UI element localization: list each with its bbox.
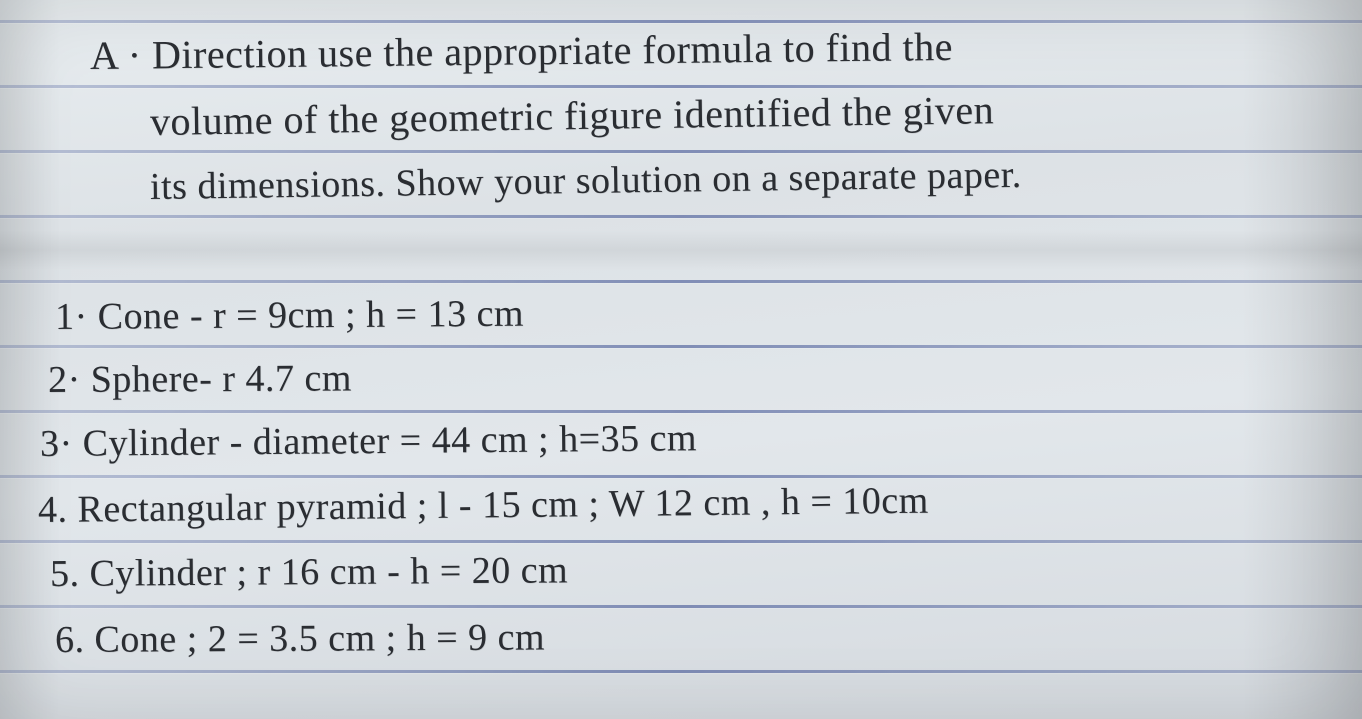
ruled-line xyxy=(0,410,1362,413)
ruled-line xyxy=(0,345,1362,348)
ruled-line xyxy=(0,85,1362,88)
ruled-line xyxy=(0,215,1362,218)
direction-line-3: its dimensions. Show your solution on a … xyxy=(150,153,1022,209)
paper-crease xyxy=(0,230,1362,270)
problem-5: 5. Cylinder ; r 16 cm - h = 20 cm xyxy=(50,548,568,596)
ruled-line xyxy=(0,20,1362,23)
problem-3: 3· Cylinder - diameter = 44 cm ; h=35 cm xyxy=(40,416,697,466)
problem-1: 1· Cone - r = 9cm ; h = 13 cm xyxy=(55,292,524,339)
ruled-line xyxy=(0,150,1362,153)
paper-shade-right xyxy=(1242,0,1362,719)
ruled-line xyxy=(0,605,1362,608)
ruled-line xyxy=(0,540,1362,543)
ruled-line xyxy=(0,475,1362,478)
lined-paper: A · Direction use the appropriate formul… xyxy=(0,0,1362,719)
ruled-line xyxy=(0,280,1362,283)
ruled-line xyxy=(0,670,1362,673)
problem-6: 6. Cone ; 2 = 3.5 cm ; h = 9 cm xyxy=(55,615,545,662)
direction-line-2: volume of the geometric figure identifie… xyxy=(150,86,995,145)
problem-4: 4. Rectangular pyramid ; l - 15 cm ; W 1… xyxy=(38,479,929,532)
direction-line-1: A · Direction use the appropriate formul… xyxy=(90,23,953,79)
problem-2: 2· Sphere- r 4.7 cm xyxy=(48,356,352,402)
